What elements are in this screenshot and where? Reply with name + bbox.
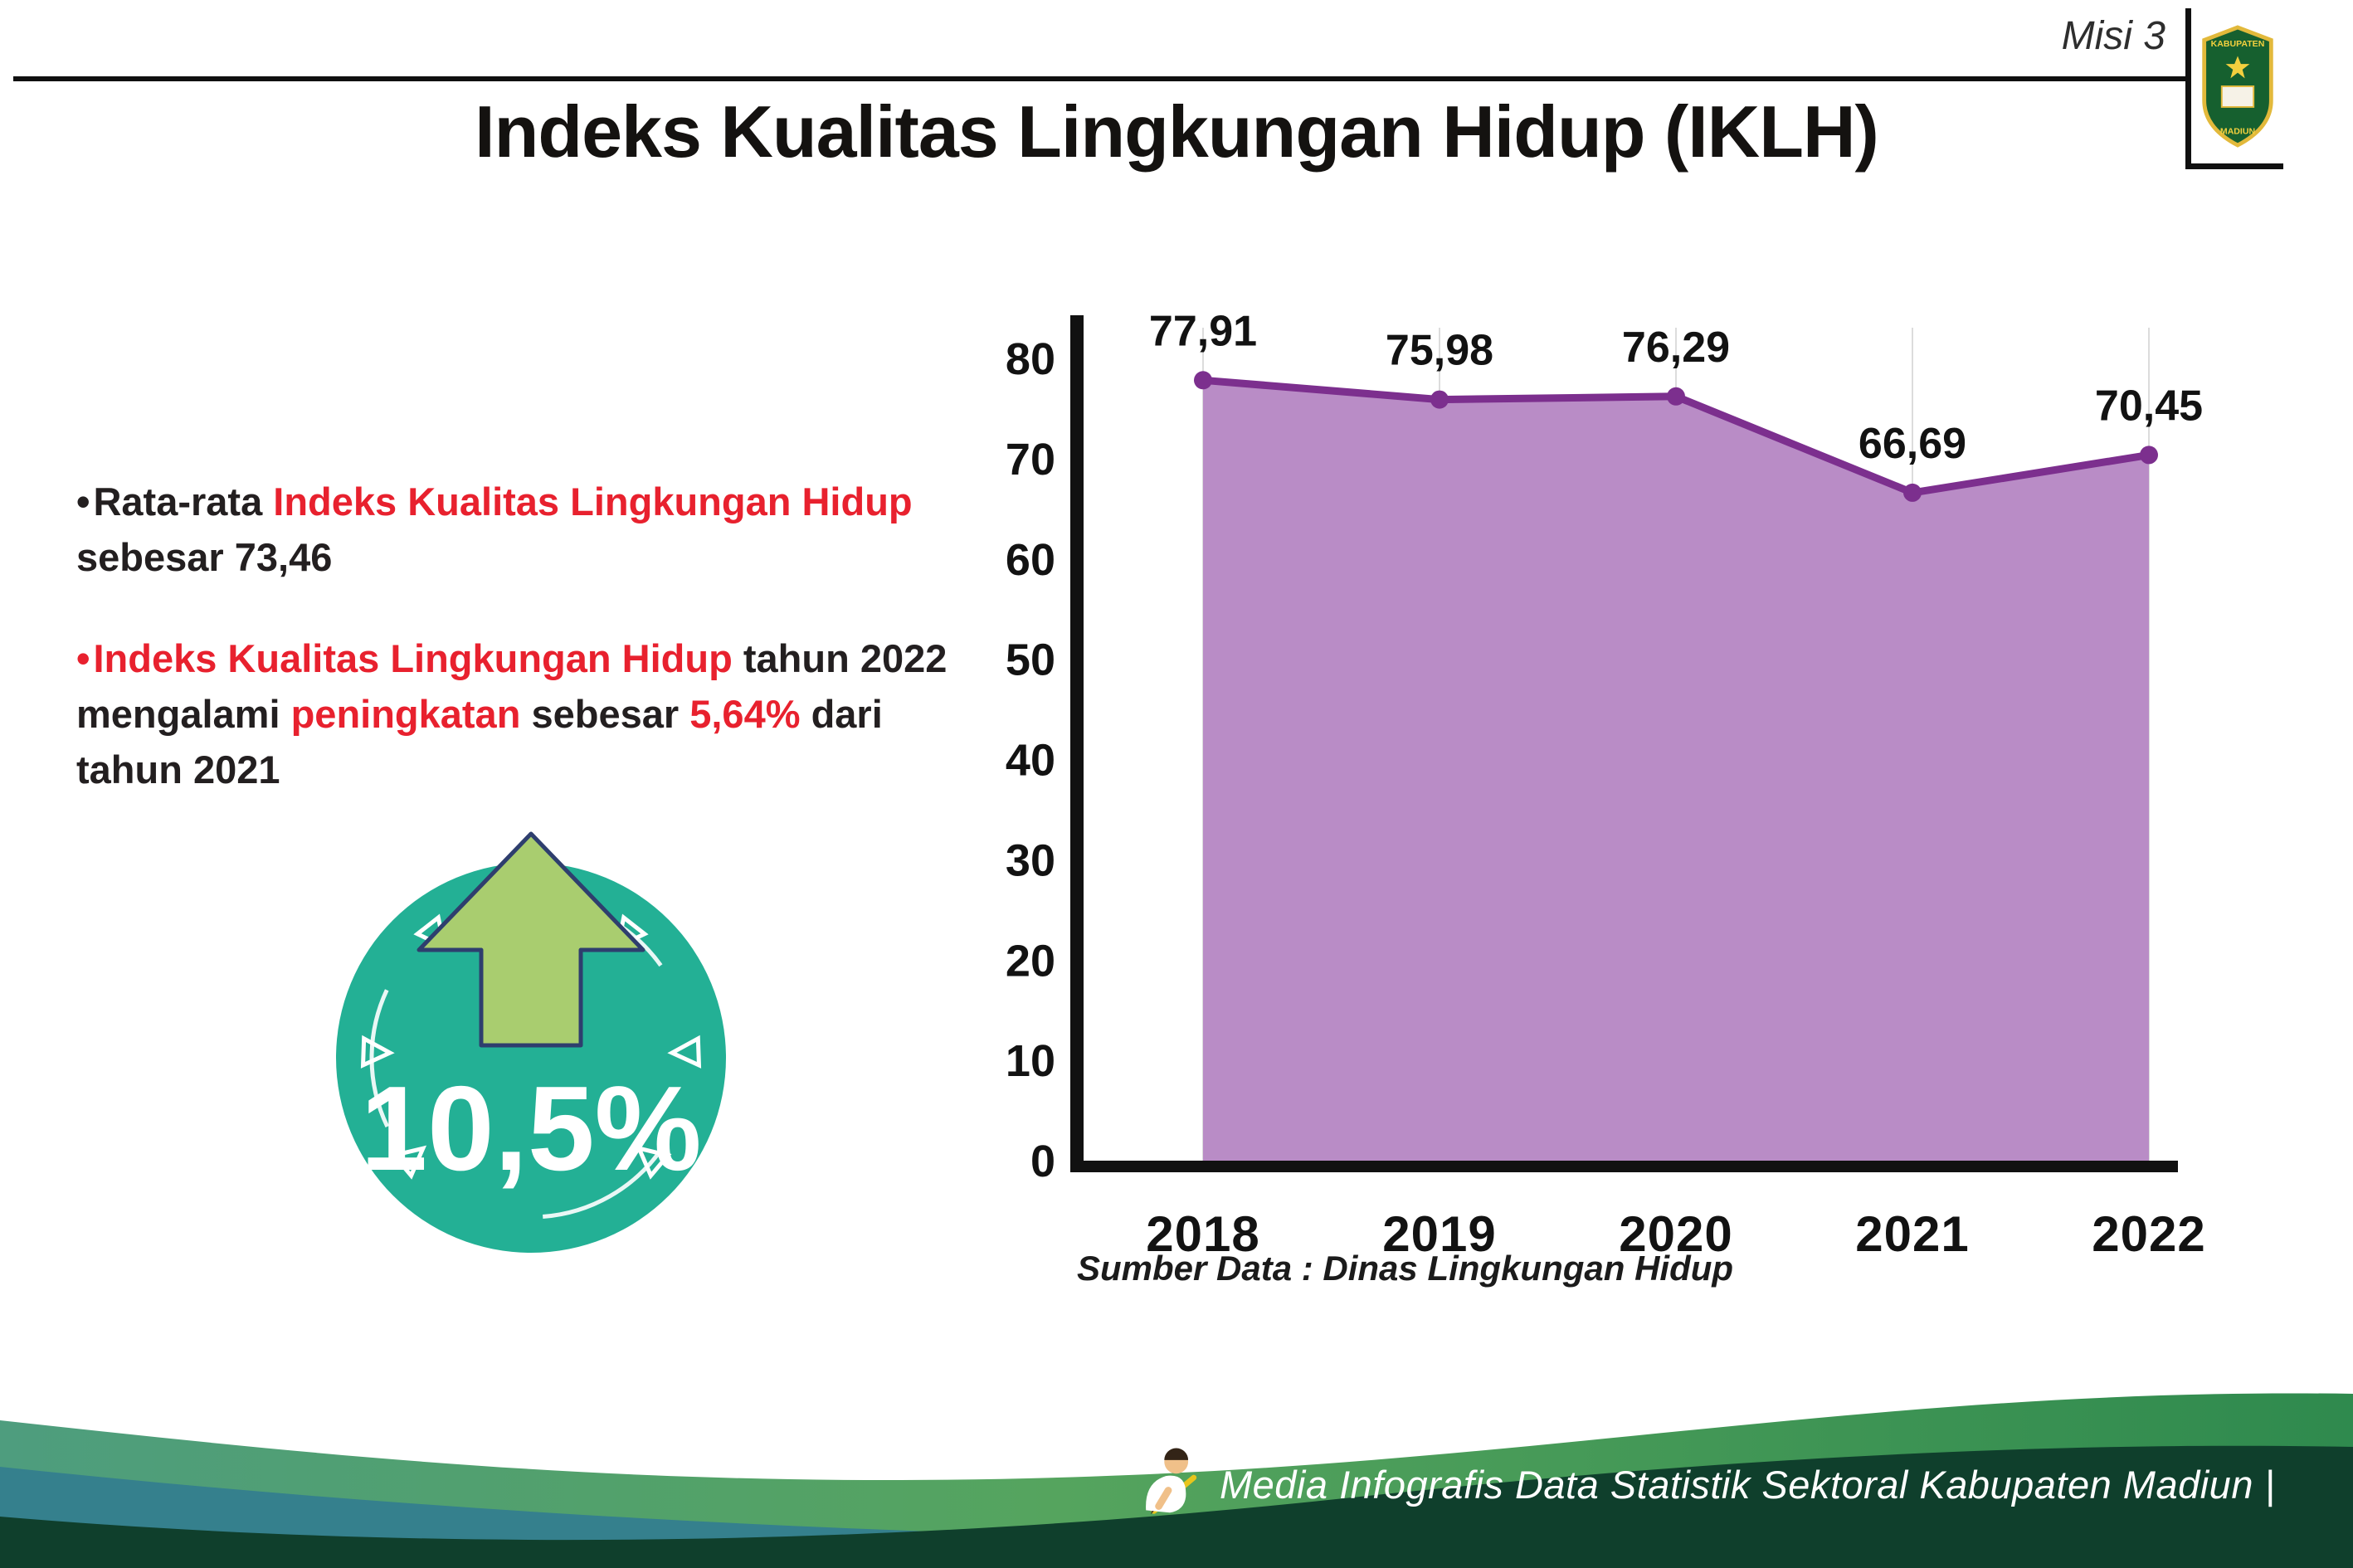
y-tick-label: 70	[1006, 435, 1055, 485]
x-tick-label: 2022	[2092, 1206, 2205, 1262]
crest-bottom-text: MADIUN	[2219, 126, 2254, 136]
y-tick-label: 20	[1006, 936, 1055, 986]
chart-point	[1194, 371, 1212, 390]
bullet-segment: sebesar	[520, 692, 690, 737]
footer-wave-dark	[0, 1445, 2353, 1568]
badge-tick	[390, 1145, 427, 1180]
x-tick-label: 2021	[1855, 1206, 1969, 1262]
x-tick-label: 2019	[1382, 1206, 1496, 1262]
page-title: Indeks Kualitas Lingkungan Hidup (IKLH)	[475, 90, 1879, 173]
chart-point	[1903, 483, 1922, 502]
crest-star-icon	[2225, 56, 2249, 78]
y-tick-label: 40	[1006, 736, 1055, 786]
x-tick-label: 2020	[1619, 1206, 1732, 1262]
top-rule	[13, 76, 2185, 81]
chart-point	[1667, 387, 1685, 406]
y-tick-label: 80	[1006, 334, 1055, 384]
chart-point	[2140, 446, 2158, 465]
bullet-segment: dari tahun 2021	[76, 692, 883, 791]
x-tick-label: 2018	[1146, 1206, 1259, 1262]
bullet-list: Rata-rata Indeks Kualitas Lingkungan Hid…	[76, 475, 981, 845]
logo-box: KABUPATEN MADIUN	[2185, 8, 2283, 169]
badge-tick	[360, 1035, 395, 1069]
crest-emblem	[2220, 85, 2254, 108]
footer-credit: Media Infografis Data Statistik Sektoral…	[1220, 1463, 2276, 1507]
value-label: 75,98	[1386, 327, 1493, 375]
bullet-segment: peningkatan	[290, 692, 521, 737]
mascot-arm	[1155, 1487, 1172, 1510]
y-tick-label: 60	[1006, 535, 1055, 585]
value-label: 70,45	[2095, 382, 2203, 430]
increase-badge: 10,5%	[336, 831, 726, 1253]
value-label: 76,29	[1622, 324, 1730, 372]
kabupaten-madiun-crest-icon: KABUPATEN MADIUN	[2201, 24, 2273, 148]
mascot-hair	[1164, 1448, 1189, 1460]
y-tick-label: 10	[1006, 1036, 1055, 1086]
badge-tick	[667, 1035, 702, 1069]
chart-area	[1203, 380, 2149, 1161]
badge-circle	[336, 863, 726, 1253]
crest-top-text: KABUPATEN	[2210, 39, 2264, 49]
bullet-segment: 5,64%	[689, 692, 801, 737]
bullet-segment: sebesar 73,46	[76, 534, 333, 579]
y-tick-label: 0	[1030, 1137, 1055, 1186]
chart-point	[1430, 390, 1449, 409]
mascot-writer-icon	[1146, 1448, 1197, 1515]
bullet-segment: Rata-rata	[93, 480, 274, 523]
source-note: Sumber Data : Dinas Lingkungan Hidup	[1077, 1249, 1734, 1288]
bullet-segment: Indeks Kualitas Lingkungan Hidup	[93, 636, 733, 681]
badge-value: 10,5%	[360, 1061, 701, 1195]
up-arrow-icon	[417, 831, 645, 1048]
iklh-chart: 77,91 75,98 76,29 66,69 70,45 0 10 20 30 40 50 60 70…	[971, 278, 2232, 1373]
value-label: 77,91	[1149, 307, 1257, 355]
misi-label: Misi 3	[2061, 14, 2165, 58]
y-tick-label: 30	[1006, 835, 1055, 885]
value-label: 66,69	[1859, 420, 1966, 468]
bullet-segment: Indeks Kualitas Lingkungan Hidup	[273, 480, 913, 523]
bullet-segment: tahun 2022 mengalami	[76, 636, 948, 737]
chart-svg: 77,91 75,98 76,29 66,69 70,45 0 10 20 30 40 50 60 70…	[1006, 307, 2205, 1262]
y-tick-label: 50	[1006, 635, 1055, 685]
bullet-item: Rata-rata Indeks Kualitas Lingkungan Hid…	[76, 475, 981, 585]
badge-tick	[635, 1145, 672, 1180]
bullet-item: Indeks Kualitas Lingkungan Hidup tahun 2…	[76, 631, 981, 797]
